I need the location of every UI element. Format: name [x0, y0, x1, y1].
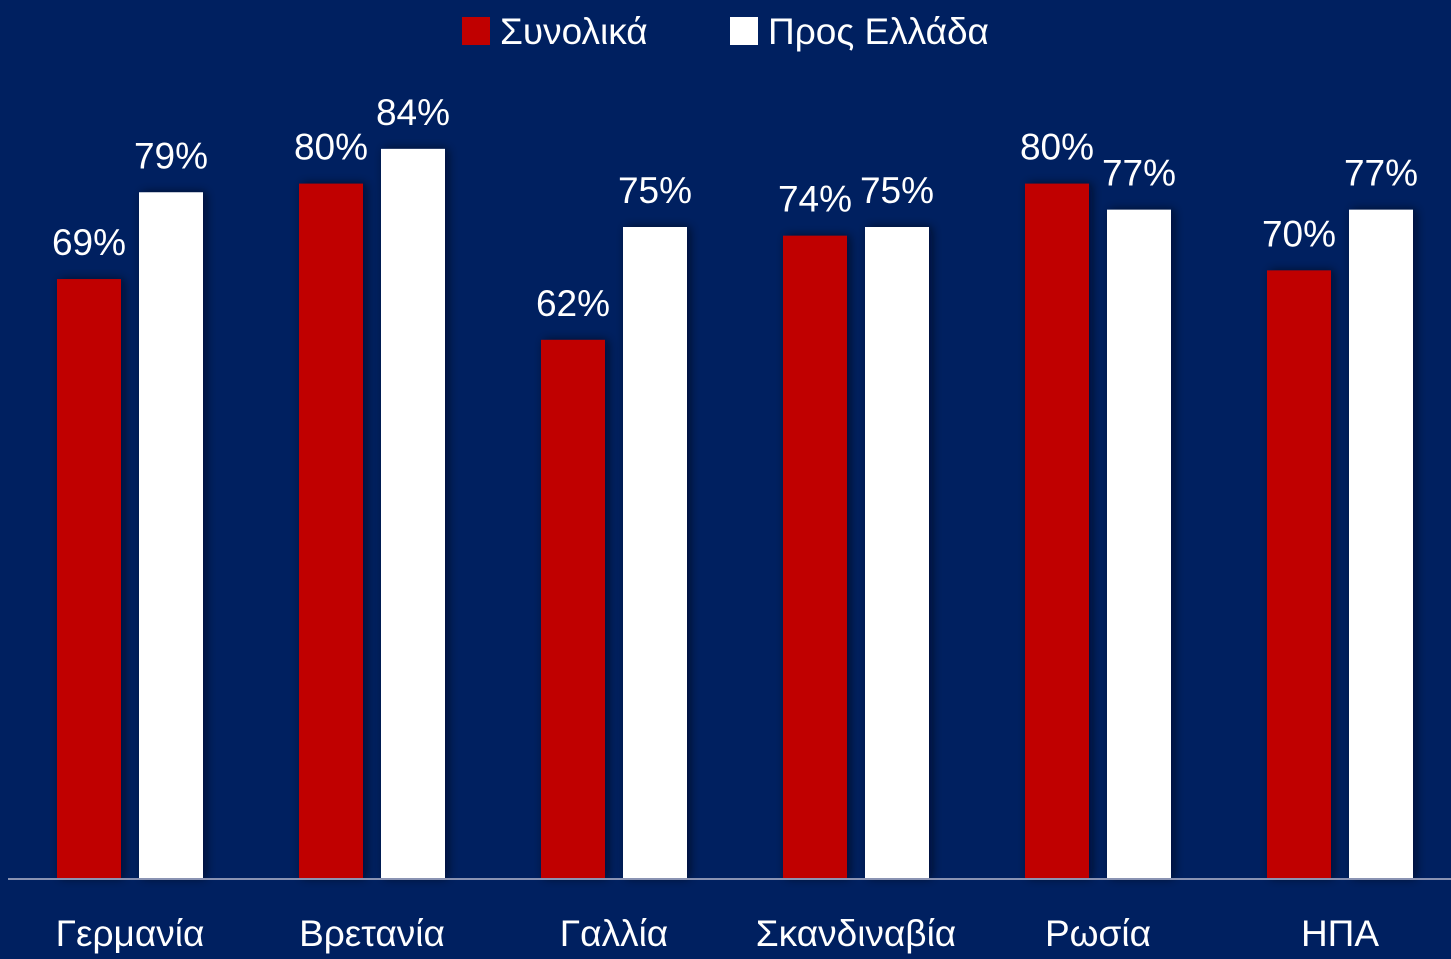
value-label: 69% — [52, 222, 126, 263]
value-label: 70% — [1262, 213, 1336, 254]
value-label: 74% — [778, 179, 852, 220]
value-label: 77% — [1102, 153, 1176, 194]
value-label: 80% — [294, 127, 368, 168]
legend-swatch — [730, 17, 758, 45]
legend-label: Συνολικά — [500, 11, 648, 52]
bar — [57, 279, 121, 879]
x-tick-label: Ρωσία — [1045, 913, 1151, 954]
bar — [865, 227, 929, 878]
bar — [783, 235, 847, 878]
value-label: 75% — [860, 170, 934, 211]
value-label: 75% — [618, 170, 692, 211]
bar — [1349, 209, 1413, 878]
x-tick-label: ΗΠΑ — [1301, 913, 1379, 954]
value-label: 80% — [1020, 127, 1094, 168]
bar — [1025, 183, 1089, 879]
x-tick-label: Γαλλία — [560, 913, 668, 954]
bar — [381, 148, 445, 878]
x-tick-label: Γερμανία — [56, 913, 205, 954]
legend-label: Προς Ελλάδα — [768, 11, 989, 52]
bar — [541, 339, 605, 879]
bar — [1267, 270, 1331, 878]
bar — [623, 227, 687, 878]
x-tick-label: Βρετανία — [299, 913, 445, 954]
value-label: 79% — [134, 135, 208, 176]
x-tick-label: Σκανδιναβία — [756, 913, 956, 954]
bar — [299, 183, 363, 879]
bar — [139, 192, 203, 878]
bar — [1107, 209, 1171, 878]
value-label: 62% — [536, 283, 610, 324]
legend-swatch — [462, 17, 490, 45]
value-label: 77% — [1344, 153, 1418, 194]
value-label: 84% — [376, 92, 450, 133]
